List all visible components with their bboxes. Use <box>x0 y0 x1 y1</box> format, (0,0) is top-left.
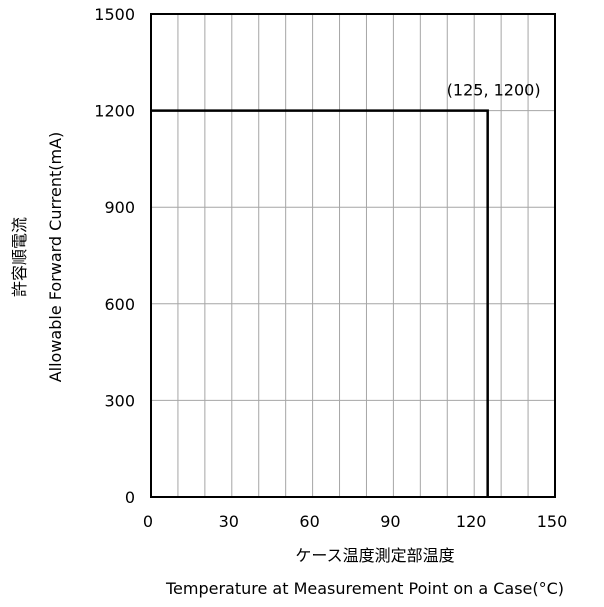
x-tick-label: 150 <box>537 512 568 531</box>
y-tick-labels: 0 300 600 900 1200 1500 <box>94 5 135 507</box>
y-tick-label: 1200 <box>94 102 135 121</box>
x-tick-label: 30 <box>219 512 239 531</box>
y-tick-label: 300 <box>104 391 135 410</box>
y-tick-label: 1500 <box>94 5 135 24</box>
x-axis-title: Temperature at Measurement Point on a Ca… <box>165 579 564 598</box>
x-tick-labels: 0 30 60 90 120 150 <box>143 512 567 531</box>
y-axis-title: Allowable Forward Current(mA) <box>46 132 65 383</box>
y-axis-title-ja: 許容順電流 <box>10 217 29 297</box>
data-label-125-1200: (125, 1200) <box>447 81 541 100</box>
series-line <box>151 109 489 497</box>
x-tick-label: 90 <box>380 512 400 531</box>
x-tick-label: 0 <box>143 512 153 531</box>
y-tick-label: 900 <box>104 198 135 217</box>
y-tick-label: 600 <box>104 295 135 314</box>
x-tick-label: 60 <box>299 512 319 531</box>
x-tick-label: 120 <box>456 512 487 531</box>
y-tick-label: 0 <box>125 488 135 507</box>
series-layer <box>151 109 489 497</box>
x-axis-title-ja: ケース温度測定部温度 <box>295 546 454 565</box>
plot-frame <box>150 13 556 498</box>
